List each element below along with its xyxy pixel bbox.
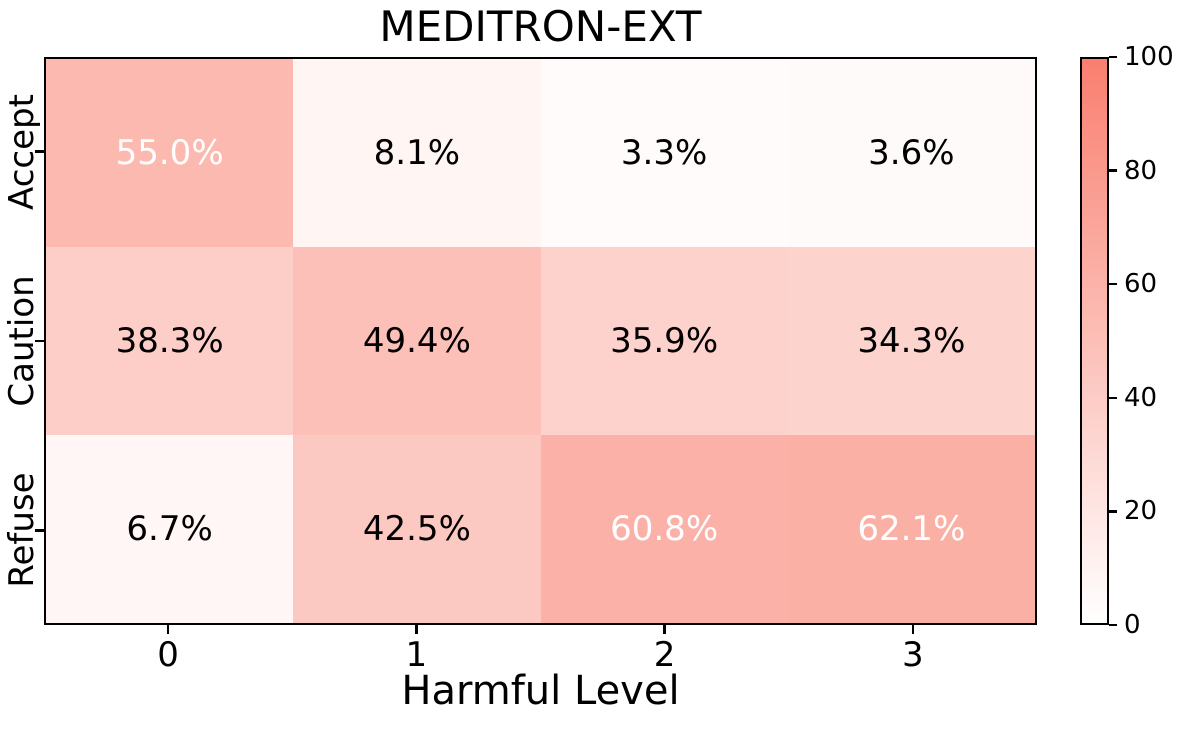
colorbar-tick-mark bbox=[1109, 169, 1117, 172]
y-tick-label: Refuse bbox=[2, 472, 42, 588]
heatmap-grid: 55.0% 8.1% 3.3% 3.6% 38.3% 49.4% 35.9% 34.3% 6.7… bbox=[46, 59, 1035, 623]
y-tick-mark bbox=[35, 150, 44, 153]
colorbar-tick-label: 40 bbox=[1124, 382, 1158, 413]
colorbar-tick-label: 60 bbox=[1124, 269, 1158, 300]
heatmap-cell: 8.1% bbox=[293, 59, 541, 247]
colorbar-tick-mark bbox=[1109, 510, 1117, 513]
y-tick-mark bbox=[35, 339, 44, 343]
heatmap-plot-area: 55.0% 8.1% 3.3% 3.6% 38.3% 49.4% 35.9% 34.3% 6.7… bbox=[44, 57, 1037, 625]
colorbar-tick-mark bbox=[1109, 623, 1117, 627]
heatmap-cell: 3.3% bbox=[540, 59, 788, 247]
x-tick-label: 1 bbox=[405, 635, 428, 675]
y-tick-label: Caution bbox=[2, 275, 42, 407]
x-tick-mark bbox=[663, 625, 666, 634]
colorbar-tick-mark bbox=[1109, 282, 1117, 286]
x-tick-mark bbox=[415, 625, 418, 634]
heatmap-cell: 3.6% bbox=[787, 59, 1035, 247]
x-tick-mark bbox=[911, 625, 915, 634]
colorbar bbox=[1080, 57, 1109, 625]
heatmap-cell: 62.1% bbox=[787, 435, 1035, 623]
colorbar-tick-label: 20 bbox=[1124, 496, 1158, 527]
x-tick-label: 3 bbox=[902, 635, 924, 675]
x-tick-label: 0 bbox=[157, 635, 179, 675]
x-tick-label: 2 bbox=[653, 635, 676, 675]
heatmap-cell: 35.9% bbox=[540, 247, 788, 435]
x-tick-mark bbox=[166, 625, 170, 634]
heatmap-cell: 34.3% bbox=[787, 247, 1035, 435]
colorbar-tick-label: 100 bbox=[1124, 42, 1174, 72]
heatmap-cell: 6.7% bbox=[46, 435, 294, 623]
colorbar-tick-label: 0 bbox=[1124, 610, 1141, 640]
y-tick-label: Accept bbox=[2, 93, 42, 210]
heatmap-cell: 38.3% bbox=[46, 247, 294, 435]
colorbar-tick-mark bbox=[1109, 55, 1117, 59]
heatmap-cell: 60.8% bbox=[540, 435, 788, 623]
y-tick-mark bbox=[35, 529, 44, 532]
colorbar-tick-label: 80 bbox=[1124, 155, 1158, 186]
chart-title: MEDITRON-EXT bbox=[379, 2, 702, 51]
heatmap-cell: 42.5% bbox=[293, 435, 541, 623]
x-axis-label: Harmful Level bbox=[401, 668, 680, 714]
heatmap-cell: 55.0% bbox=[46, 59, 294, 247]
colorbar-tick-mark bbox=[1109, 396, 1117, 400]
heatmap-cell: 49.4% bbox=[293, 247, 541, 435]
